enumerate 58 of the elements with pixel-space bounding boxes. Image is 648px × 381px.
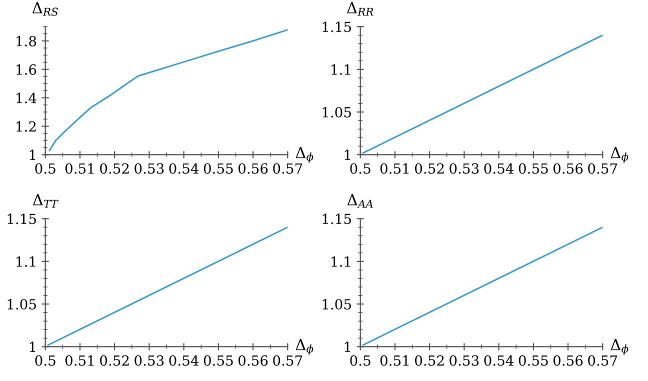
x-tick-label: 0.53 — [450, 163, 479, 174]
x-tick-label: 0.56 — [553, 355, 583, 366]
x-tick-label: 0.52 — [100, 163, 129, 174]
y-tick-label: 1 — [344, 342, 350, 352]
x-tick-label: 0.52 — [415, 163, 444, 174]
y-axis-title: Δ$_{AA}$ — [347, 194, 373, 208]
x-tick-label: 0.5 — [350, 163, 370, 174]
y-tick-label: 1 — [30, 150, 36, 160]
y-tick-label: 1.4 — [16, 92, 36, 104]
y-axis-title: Δ$_{RS}$ — [32, 2, 58, 16]
x-tick-label: 0.53 — [450, 355, 479, 366]
x-tick-label: 0.57 — [588, 163, 618, 174]
x-tick-label: 0.53 — [134, 355, 164, 366]
y-tick-label: 1.05 — [322, 106, 351, 118]
y-tick-label: 1.8 — [16, 36, 36, 46]
y-tick-label: 1 — [344, 150, 350, 160]
x-tick-label: 0.57 — [588, 355, 618, 366]
x-axis-title: Δ$_{ϕ}$ — [610, 147, 628, 163]
x-axis-title: Δ$_{ϕ}$ — [296, 147, 314, 163]
x-tick-label: 0.55 — [518, 163, 548, 174]
x-tick-label: 0.56 — [238, 355, 268, 366]
x-tick-label: 0.52 — [100, 355, 129, 366]
y-tick-label: 1.1 — [16, 256, 36, 267]
x-tick-label: 0.5 — [35, 163, 56, 174]
y-tick-label: 1.6 — [16, 64, 36, 75]
x-tick-label: 0.51 — [65, 163, 94, 174]
y-tick-label: 1.15 — [8, 214, 36, 224]
x-tick-label: 0.55 — [204, 163, 233, 174]
x-tick-label: 0.54 — [484, 163, 514, 174]
y-tick-label: 1 — [30, 342, 36, 352]
x-axis-title: Δ$_{ϕ}$ — [610, 339, 628, 355]
y-tick-label: 1.1 — [332, 64, 350, 75]
x-tick-label: 0.54 — [484, 355, 514, 366]
x-tick-label: 0.56 — [238, 163, 268, 174]
x-tick-label: 0.54 — [169, 355, 199, 366]
y-tick-label: 1.15 — [322, 22, 351, 32]
x-tick-label: 0.51 — [380, 163, 408, 174]
x-tick-label: 0.51 — [380, 355, 408, 366]
line-series — [48, 29, 288, 152]
y-tick-label: 1.2 — [16, 121, 36, 132]
x-tick-label: 0.52 — [415, 355, 444, 366]
x-tick-label: 0.5 — [350, 355, 370, 366]
x-tick-label: 0.56 — [553, 163, 583, 174]
x-tick-label: 0.51 — [65, 355, 94, 366]
y-tick-label: 1.05 — [322, 299, 351, 310]
x-tick-label: 0.55 — [518, 355, 548, 366]
x-tick-label: 0.57 — [273, 355, 302, 366]
y-tick-label: 1.05 — [8, 299, 36, 310]
x-tick-label: 0.54 — [169, 163, 199, 174]
x-tick-label: 0.55 — [204, 355, 233, 366]
x-tick-label: 0.53 — [134, 163, 164, 174]
x-tick-label: 0.57 — [273, 163, 302, 174]
y-axis-title: Δ$_{RR}$ — [347, 2, 374, 16]
x-tick-label: 0.5 — [35, 355, 56, 366]
y-axis-title: Δ$_{TT}$ — [32, 194, 58, 208]
y-tick-label: 1.15 — [322, 214, 351, 224]
y-tick-label: 1.1 — [332, 256, 350, 267]
x-axis-title: Δ$_{ϕ}$ — [296, 339, 314, 355]
